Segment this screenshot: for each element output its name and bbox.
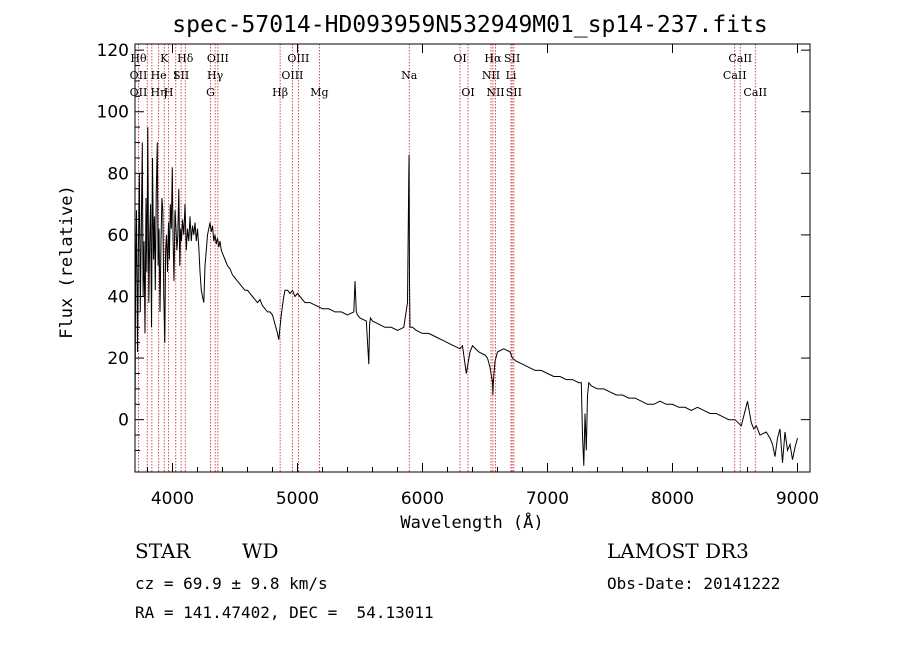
marker-label-22-mid: Li [506,69,517,82]
x-axis-label: Wavelength (Å) [400,511,543,533]
emission-line-labels: HθOIIOIIHeHηKHISIIHδGHγOIIIHβOIIIOIIIMgN… [130,52,767,99]
y-tick-label-0: 0 [118,411,129,431]
plot-frame [134,43,811,473]
y-tick-label-6: 120 [97,41,129,61]
y-tick-label-4: 80 [107,164,129,184]
x-tick-label-3: 7000 [526,489,569,509]
emission-line-markers [138,44,756,472]
y-axis-ticks: 0 20 40 60 80 100 120 [97,41,810,451]
marker-label-6-mid: I [174,69,178,82]
marker-label-21-bot: NII [486,86,504,99]
marker-label-10-mid: Hγ [207,69,224,82]
marker-label-7-mid: SII [173,69,189,82]
redshift-cz: cz = 69.9 ± 9.8 km/s [135,574,328,593]
object-class: STAR [135,539,191,563]
x-tick-label-5: 9000 [776,489,819,509]
x-axis-ticks: 4000 5000 6000 7000 8000 9000 [147,44,819,509]
marker-label-12-bot: Hβ [272,86,288,99]
chart-title: spec-57014-HD093959N532949M01_sp14-237.f… [172,12,767,38]
y-axis-label: Flux (relative) [57,185,77,339]
x-tick-label-2: 6000 [401,489,444,509]
y-tick-label-1: 20 [107,349,129,369]
marker-label-3-mid: He [151,69,167,82]
marker-label-24-bot: SII [506,86,522,99]
marker-label-26-top: CaII [728,52,752,65]
object-subclass: WD [242,539,279,563]
marker-label-18-bot: OI [461,86,474,99]
marker-label-14-top: OIII [287,52,309,65]
y-tick-label-2: 40 [107,287,129,307]
survey-name: LAMOST DR3 [607,539,749,563]
marker-label-8-top: Hδ [177,52,194,65]
marker-label-11-top: OIII [207,52,229,65]
x-tick-label-0: 4000 [151,489,194,509]
marker-label-3-bot: Hη [151,86,167,99]
marker-label-19-mid: NII [482,69,500,82]
ra-dec-coords: RA = 141.47402, DEC = 54.13011 [135,603,434,622]
marker-label-0-top: Hθ [130,52,147,65]
marker-label-25-mid: CaII [723,69,747,82]
marker-label-17-top: OI [453,52,466,65]
marker-label-20-top: Hα [484,52,502,65]
marker-label-0-bot: OII [130,86,148,99]
y-tick-label-3: 60 [107,226,129,246]
marker-label-16-mid: Na [401,69,418,82]
y-tick-label-5: 100 [97,103,129,123]
marker-label-5-bot: H [164,86,174,99]
marker-label-23-top: SII [504,52,520,65]
marker-label-0-mid: OII [130,69,148,82]
marker-label-13-mid: OIII [281,69,303,82]
marker-label-9-bot: G [206,86,215,99]
obs-date: Obs-Date: 20141222 [607,574,781,593]
marker-label-27-bot: CaII [743,86,767,99]
marker-label-4-top: K [160,52,169,65]
spectrum-series-line [134,127,798,466]
x-tick-label-1: 5000 [276,489,319,509]
x-tick-label-4: 8000 [651,489,694,509]
marker-label-15-bot: Mg [310,86,328,99]
